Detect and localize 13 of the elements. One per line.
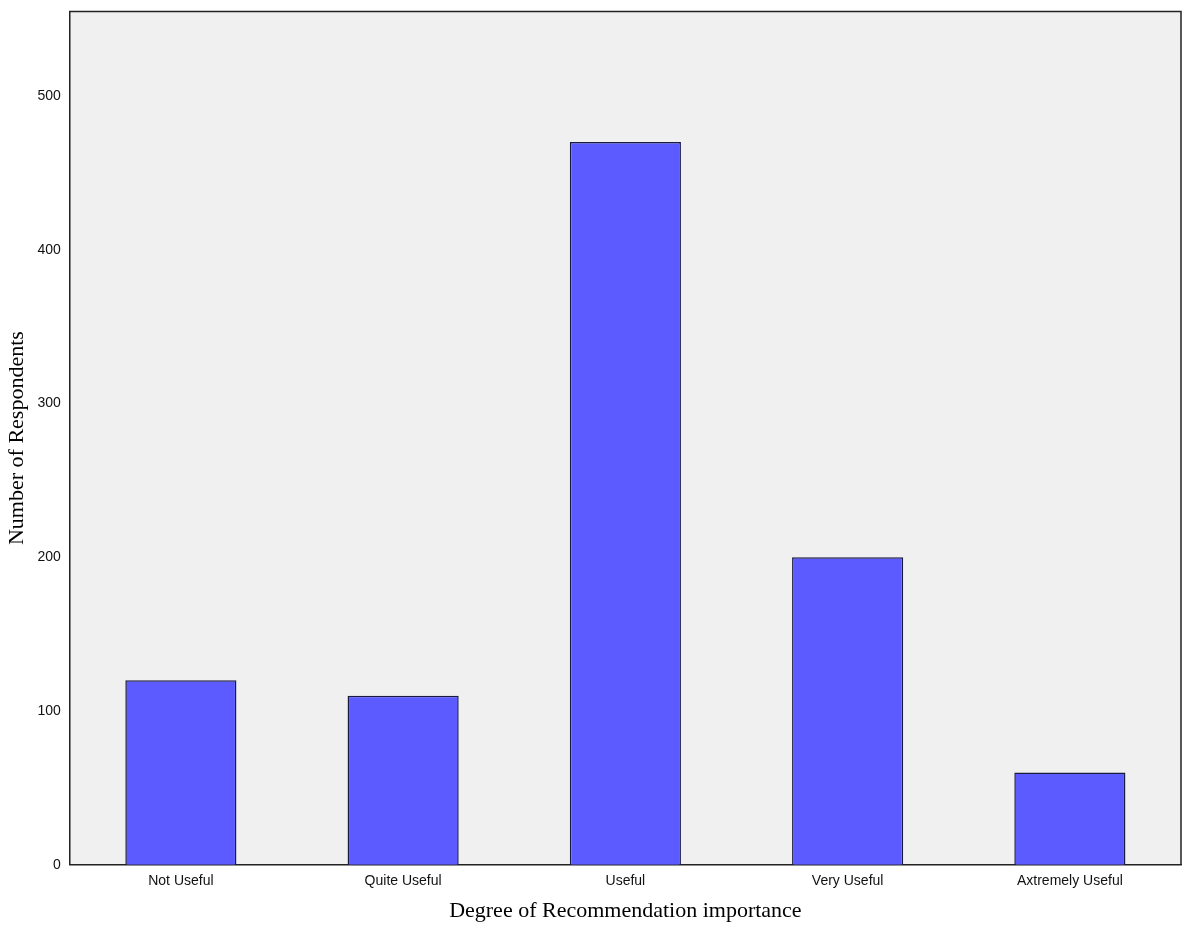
y-axis-title: Number of Respondents xyxy=(2,331,28,546)
y-tick-label: 200 xyxy=(37,548,61,565)
x-tick-label: Very Useful xyxy=(811,872,884,889)
y-tick-label: 500 xyxy=(37,86,61,103)
x-tick-label: Quite Useful xyxy=(364,872,442,889)
y-tick-label: 400 xyxy=(37,240,61,257)
x-tick-label: Axtremely Useful xyxy=(1016,872,1123,889)
x-axis-title: Degree of Recommendation importance xyxy=(449,896,802,922)
x-tick-label: Useful xyxy=(605,872,646,889)
y-tick-label: 0 xyxy=(52,855,61,872)
y-tick-label: 300 xyxy=(37,394,61,411)
y-tick-label: 100 xyxy=(37,701,61,718)
x-tick-label: Not Useful xyxy=(148,872,214,889)
